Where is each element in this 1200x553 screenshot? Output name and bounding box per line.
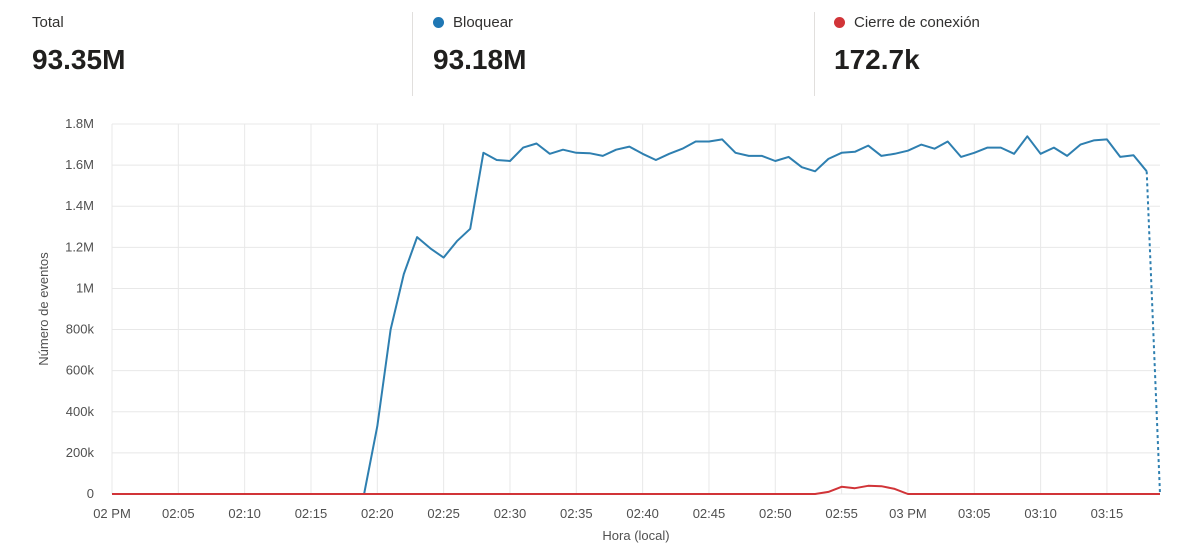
y-tick-label: 200k bbox=[66, 445, 95, 460]
summary-bar: Total 93.35M Bloquear 93.18M Cierre de c… bbox=[0, 0, 1200, 96]
x-tick-label: 03:05 bbox=[958, 506, 991, 521]
stat-divider bbox=[412, 12, 413, 96]
x-tick-label: 02:05 bbox=[162, 506, 195, 521]
y-tick-label: 600k bbox=[66, 363, 95, 378]
chart-ticks: 0 200k 400k 600k 800k 1M 1.2M 1.4M 1.6M 1.8M 02 PM… bbox=[65, 116, 1123, 521]
stat-total: Total 93.35M bbox=[32, 12, 125, 96]
y-tick-label: 800k bbox=[66, 322, 95, 337]
line-chart: 0 200k 400k 600k 800k 1M 1.2M 1.4M 1.6M 1.8M 02 PM… bbox=[36, 116, 1161, 543]
y-tick-label: 1.2M bbox=[65, 239, 94, 254]
chart-grid bbox=[111, 123, 1160, 495]
stat-cierre-value: 172.7k bbox=[834, 44, 920, 75]
chart-series bbox=[112, 135, 1161, 495]
legend-dot-bloquear bbox=[433, 17, 444, 28]
y-tick-label: 1.4M bbox=[65, 198, 94, 213]
x-tick-label: 02:30 bbox=[494, 506, 527, 521]
series-line-1 bbox=[112, 484, 1160, 495]
stat-cierre-label: Cierre de conexión bbox=[854, 14, 980, 31]
y-tick-label: 1.6M bbox=[65, 157, 94, 172]
y-tick-label: 1M bbox=[76, 280, 94, 295]
x-tick-label: 02:45 bbox=[693, 506, 726, 521]
stat-bloquear-value: 93.18M bbox=[433, 44, 527, 75]
y-tick-label: 1.8M bbox=[65, 116, 94, 131]
x-axis-title: Hora (local) bbox=[602, 528, 669, 543]
x-tick-label: 03:15 bbox=[1091, 506, 1124, 521]
stat-cierre[interactable]: Cierre de conexión 172.7k bbox=[834, 12, 980, 96]
x-tick-label: 02:50 bbox=[759, 506, 792, 521]
legend-dot-cierre bbox=[834, 17, 845, 28]
series-line-0 bbox=[112, 135, 1148, 495]
series-line-dotted-0 bbox=[1145, 171, 1161, 495]
y-tick-label: 0 bbox=[87, 486, 94, 501]
stat-total-value: 93.35M bbox=[32, 44, 126, 75]
x-tick-label: 02:20 bbox=[361, 506, 394, 521]
x-tick-label: 02:35 bbox=[560, 506, 593, 521]
stat-divider bbox=[814, 12, 815, 96]
x-tick-label: 03 PM bbox=[889, 506, 927, 521]
x-tick-label: 02:25 bbox=[427, 506, 460, 521]
x-tick-label: 02:15 bbox=[295, 506, 328, 521]
y-axis-title: Número de eventos bbox=[36, 252, 51, 366]
x-tick-label: 02:55 bbox=[825, 506, 858, 521]
x-tick-label: 02:10 bbox=[228, 506, 261, 521]
x-tick-label: 02 PM bbox=[93, 506, 131, 521]
x-tick-label: 02:40 bbox=[626, 506, 659, 521]
stat-bloquear-label: Bloquear bbox=[453, 14, 514, 31]
y-tick-label: 400k bbox=[66, 404, 95, 419]
stat-bloquear[interactable]: Bloquear 93.18M bbox=[433, 12, 526, 96]
x-tick-label: 03:10 bbox=[1024, 506, 1057, 521]
stat-total-label: Total bbox=[32, 14, 64, 31]
